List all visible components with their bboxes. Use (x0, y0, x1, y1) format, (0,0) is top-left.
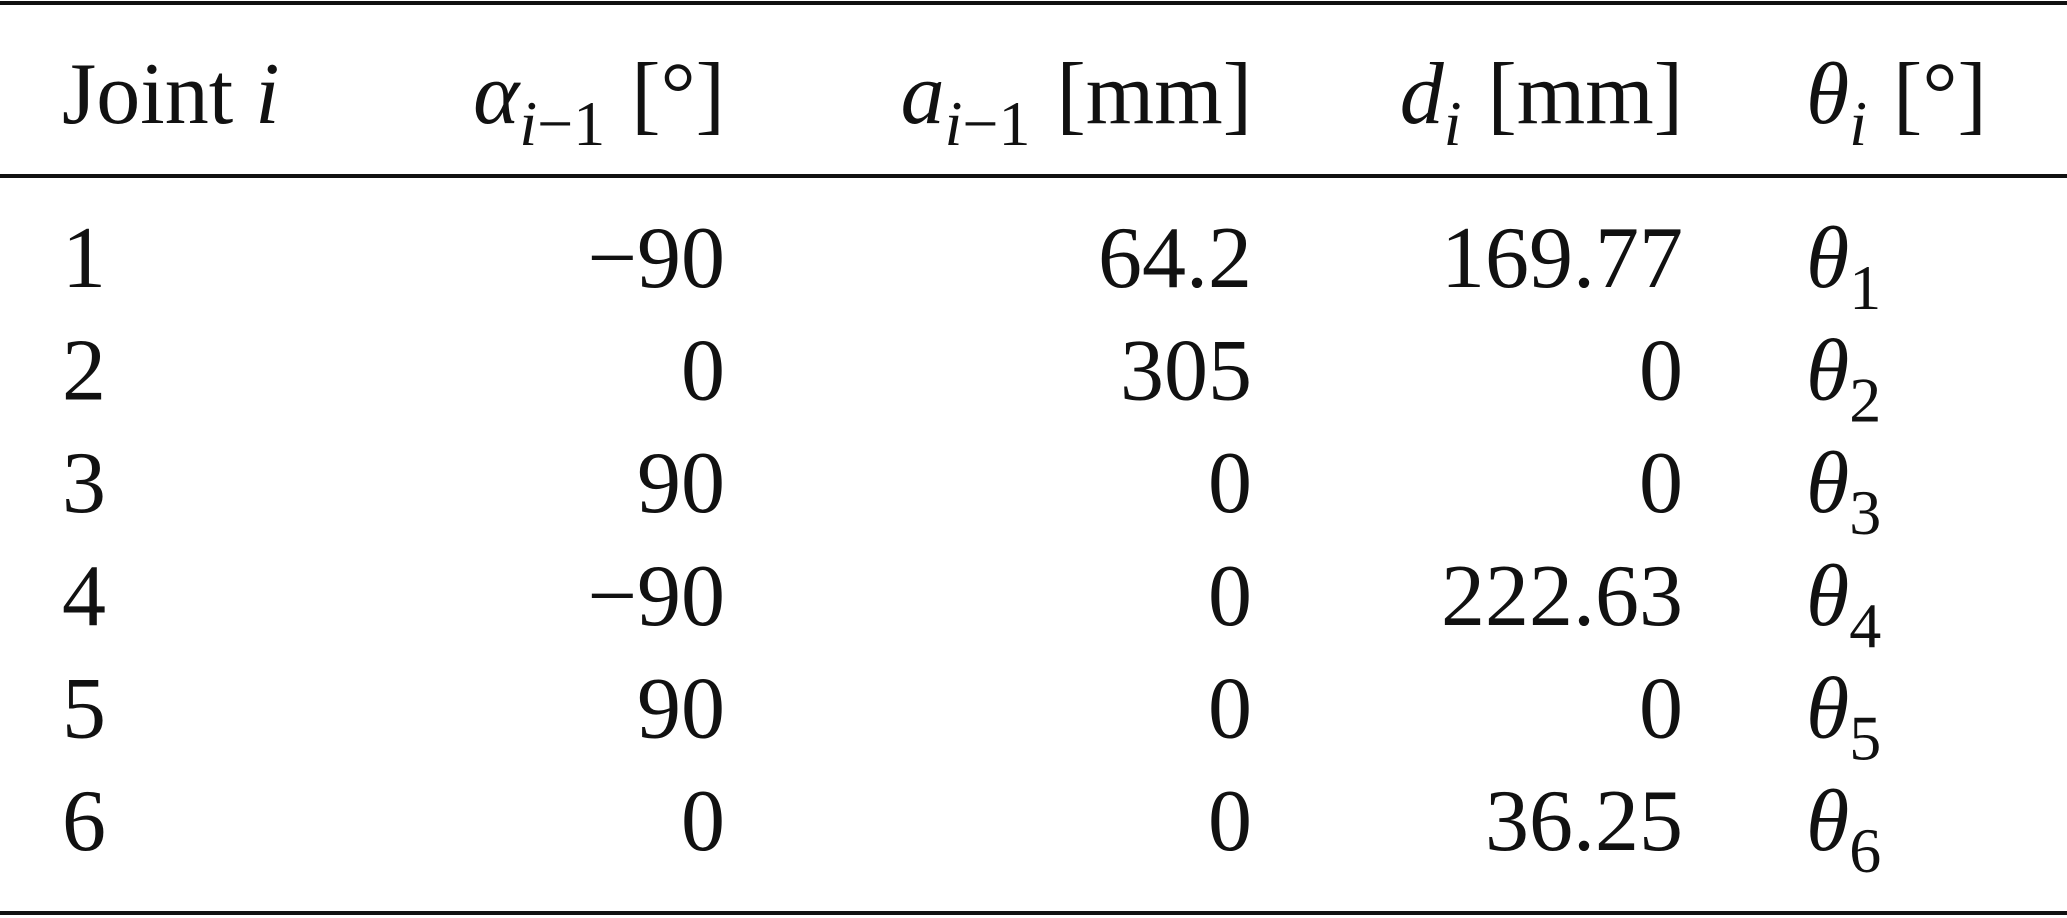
table-cell: 36.25 (1485, 773, 1683, 870)
header-cell: θi [°] (1806, 46, 1987, 159)
cell-part: 6 (1849, 815, 1881, 886)
cell-part: θ (1806, 548, 1849, 645)
table-cell: 90 (637, 660, 725, 757)
cell-part: 3 (1849, 477, 1881, 548)
table-cell: θ3 (1806, 435, 1881, 548)
table-cell: 0 (1208, 660, 1252, 757)
cell-part: i (945, 88, 963, 159)
cell-part: 4 (1849, 590, 1881, 661)
cell-part: i (255, 46, 279, 143)
header-cell: αi−1 [°] (473, 46, 725, 159)
table-cell: 64.2 (1098, 210, 1252, 307)
table-cell: 5 (62, 660, 106, 757)
header-cell: Joint i (62, 46, 280, 143)
cell-part: [mm] (1487, 46, 1683, 143)
cell-part: −1 (537, 88, 605, 159)
table-cell: 0 (1208, 773, 1252, 870)
table-cell: 0 (1639, 323, 1683, 420)
table-cell: −90 (587, 210, 725, 307)
header-cell: ai−1 [mm] (901, 46, 1252, 159)
table-cell: 0 (681, 773, 725, 870)
table-cell: 0 (1208, 435, 1252, 532)
table-cell: 305 (1120, 323, 1252, 420)
cell-part: θ (1806, 210, 1849, 307)
cell-part: θ (1806, 773, 1849, 870)
table-cell: 3 (62, 435, 106, 532)
table-cell: 0 (1639, 660, 1683, 757)
cell-part: [mm] (1056, 46, 1252, 143)
cell-part: i (1849, 88, 1867, 159)
cell-part: d (1400, 46, 1445, 143)
cell-part: θ (1806, 660, 1849, 757)
cell-part: i (519, 88, 537, 159)
cell-part: θ (1806, 435, 1849, 532)
table-cell: 222.63 (1441, 548, 1683, 645)
cell-part: θ (1806, 46, 1849, 143)
table-cell: 0 (1208, 548, 1252, 645)
cell-part: θ (1806, 323, 1849, 420)
cell-part: α (473, 46, 521, 143)
table-cell: θ6 (1806, 773, 1881, 886)
cell-part: 1 (1849, 252, 1881, 323)
table-cell: 90 (637, 435, 725, 532)
table-cell: θ2 (1806, 323, 1881, 436)
cell-part: 2 (1849, 365, 1881, 436)
cell-part: i (1444, 88, 1462, 159)
cell-part: [°] (631, 46, 725, 143)
table-cell: 4 (62, 548, 106, 645)
table-cell: 0 (681, 323, 725, 420)
table-cell: 0 (1639, 435, 1683, 532)
table-cell: θ4 (1806, 548, 1881, 661)
table-cell: 6 (62, 773, 106, 870)
cell-part: a (901, 46, 945, 143)
table-cell: −90 (587, 548, 725, 645)
table-cell: 1 (62, 210, 106, 307)
cell-part: Joint (62, 46, 233, 143)
table-cell: 169.77 (1441, 210, 1683, 307)
table-cell: θ5 (1806, 660, 1881, 773)
cell-part: −1 (962, 88, 1030, 159)
cell-part: 5 (1849, 702, 1881, 773)
header-cell: di [mm] (1400, 46, 1683, 159)
table-cell: 2 (62, 323, 106, 420)
cell-part: [°] (1893, 46, 1987, 143)
table-cell: θ1 (1806, 210, 1881, 323)
